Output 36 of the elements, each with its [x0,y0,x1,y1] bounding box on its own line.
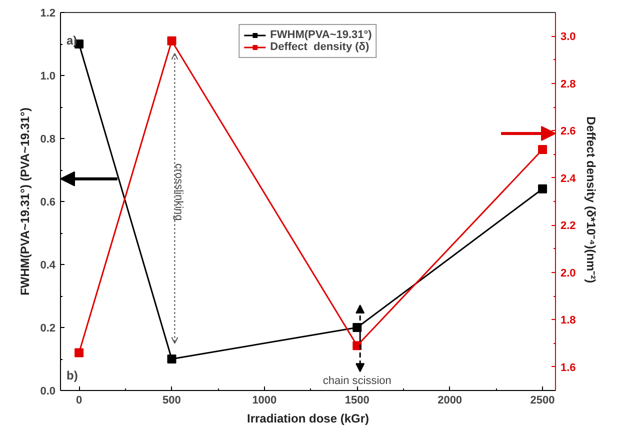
legend-label: Deffect density (δ) [270,41,370,53]
x-tick-label: 2500 [530,394,555,406]
x-tick-label: 2000 [438,394,462,406]
point [167,36,176,46]
x-tick-label: 1500 [344,394,370,406]
annotation: crosslinking [172,163,185,221]
y-tick-label: 0.2 [40,322,56,334]
y-axis-title: FWHM(PVA~19.31°) (PVA~19.31°) [18,108,32,296]
point [352,323,362,332]
y-tick-label: 0.4 [40,260,56,272]
y2-tick-label: 3.0 [560,31,576,44]
y-tick-label: 0.6 [40,196,56,208]
point [74,348,84,358]
x-tick-label: 500 [162,394,181,406]
y2-tick-label: 2.6 [560,126,576,138]
y2-tick-label: 2.8 [560,78,576,90]
point [167,354,176,364]
annotation: a) [66,34,78,48]
y2-axis-title: Deffect density (δ*10⁻⁴)(nm⁻²) [584,116,598,284]
x-axis-title: Irradiation dose (kGr) [246,412,370,426]
y2-tick-label: 2.0 [560,267,576,280]
x-tick-label: 1000 [252,394,277,406]
annotation: chain scission [322,375,392,388]
y2-tick-label: 2.4 [560,172,577,185]
x-tick-label: 0 [76,394,82,406]
annotation: b) [66,368,78,382]
y-tick-label: 0.0 [40,386,56,398]
y2-tick-label: 1.8 [560,314,576,327]
point [538,145,548,154]
legend-label: FWHM(PVA~19.31°) [270,29,372,41]
y2-tick-label: 1.6 [560,362,576,374]
y2-tick-label: 2.2 [560,220,576,232]
y-tick-label: 1.2 [40,8,56,20]
y-tick-label: 1.0 [40,70,56,82]
point [538,184,548,194]
y-tick-label: 0.8 [40,134,56,146]
